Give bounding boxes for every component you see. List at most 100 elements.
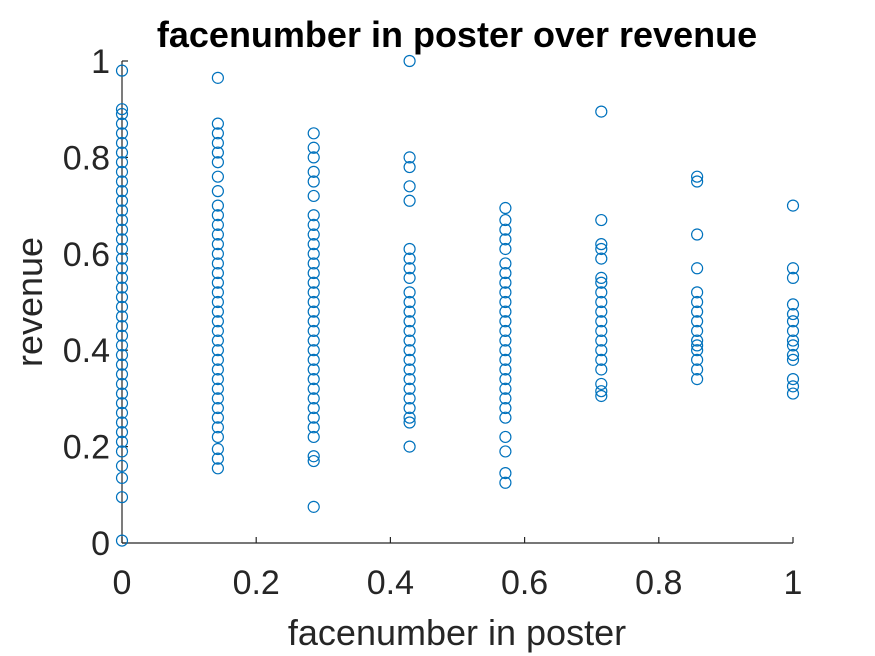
- data-point: [211, 276, 224, 289]
- data-point: [691, 353, 704, 366]
- data-point: [403, 411, 416, 424]
- data-point: [307, 373, 320, 386]
- data-point: [115, 103, 129, 116]
- data-point: [307, 344, 320, 357]
- data-point: [307, 430, 320, 444]
- y-tick-label: 1: [91, 43, 110, 81]
- data-point: [499, 276, 512, 289]
- data-point: [115, 156, 129, 169]
- data-point: [211, 305, 224, 318]
- data-point: [786, 199, 800, 212]
- data-point: [786, 271, 800, 284]
- data-point: [786, 353, 800, 366]
- data-point: [211, 127, 224, 140]
- x-tick-label: 0.2: [233, 564, 280, 602]
- data-point: [595, 213, 608, 227]
- data-point: [499, 286, 512, 299]
- data-point: [499, 324, 512, 338]
- data-point: [115, 185, 129, 198]
- y-tick-label: 0.6: [63, 236, 110, 274]
- data-point: [595, 315, 608, 328]
- data-point: [115, 387, 129, 400]
- data-point: [307, 266, 320, 280]
- data-point: [115, 491, 129, 504]
- data-point: [403, 194, 416, 207]
- data-point: [211, 295, 224, 309]
- data-point: [691, 363, 704, 376]
- data-point: [115, 397, 129, 410]
- data-point: [115, 252, 129, 265]
- data-point: [211, 146, 224, 159]
- data-point: [307, 218, 320, 231]
- data-point: [115, 329, 129, 342]
- data-point: [403, 305, 416, 318]
- data-point: [115, 262, 129, 275]
- data-point: [307, 276, 320, 289]
- data-point: [211, 247, 224, 260]
- data-point: [115, 459, 129, 472]
- data-point: [499, 242, 512, 256]
- data-point: [691, 286, 704, 299]
- data-point: [211, 266, 224, 280]
- data-point: [307, 295, 320, 309]
- data-point: [786, 298, 800, 311]
- x-tick-label: 1: [784, 564, 803, 602]
- data-point: [115, 213, 129, 227]
- data-point: [499, 353, 512, 366]
- data-point: [786, 262, 800, 275]
- data-point: [403, 271, 416, 284]
- data-point: [499, 344, 512, 357]
- data-point: [115, 165, 129, 178]
- data-point: [403, 286, 416, 299]
- data-point: [595, 105, 608, 118]
- data-point: [499, 213, 512, 227]
- data-point: [403, 416, 416, 429]
- data-point: [211, 353, 224, 366]
- data-point: [211, 334, 224, 347]
- data-point: [211, 344, 224, 357]
- data-point: [786, 315, 800, 328]
- data-point: [499, 334, 512, 347]
- data-point: [115, 146, 129, 159]
- data-point: [307, 257, 320, 270]
- data-point: [211, 156, 224, 169]
- data-point: [211, 442, 224, 456]
- data-point: [691, 344, 704, 357]
- data-point: [499, 295, 512, 309]
- data-point: [211, 185, 224, 198]
- data-point: [595, 238, 608, 251]
- data-point: [115, 416, 129, 429]
- data-point: [595, 353, 608, 366]
- data-point: [499, 430, 512, 444]
- data-point: [499, 315, 512, 328]
- data-point: [499, 266, 512, 280]
- data-point: [786, 339, 800, 352]
- data-point: [595, 324, 608, 338]
- data-point: [211, 430, 224, 444]
- data-point: [595, 363, 608, 376]
- data-point: [403, 382, 416, 395]
- data-point: [499, 392, 512, 405]
- data-point: [211, 209, 224, 222]
- data-point: [499, 401, 512, 415]
- data-point: [499, 382, 512, 395]
- data-point: [499, 363, 512, 376]
- data-point: [307, 500, 320, 513]
- data-point: [786, 380, 800, 393]
- data-point: [403, 353, 416, 366]
- data-point: [115, 426, 129, 439]
- data-point: [691, 305, 704, 318]
- data-point: [211, 452, 224, 465]
- data-point: [403, 252, 416, 265]
- data-point: [595, 385, 608, 398]
- x-tick-label: 0.6: [501, 564, 548, 602]
- data-point: [403, 151, 416, 164]
- data-point: [115, 64, 129, 77]
- data-point: [115, 233, 129, 246]
- data-point: [115, 377, 129, 391]
- data-point: [211, 462, 224, 475]
- data-point: [115, 175, 129, 188]
- data-point: [307, 141, 320, 154]
- data-point: [403, 160, 416, 174]
- data-point: [786, 387, 800, 400]
